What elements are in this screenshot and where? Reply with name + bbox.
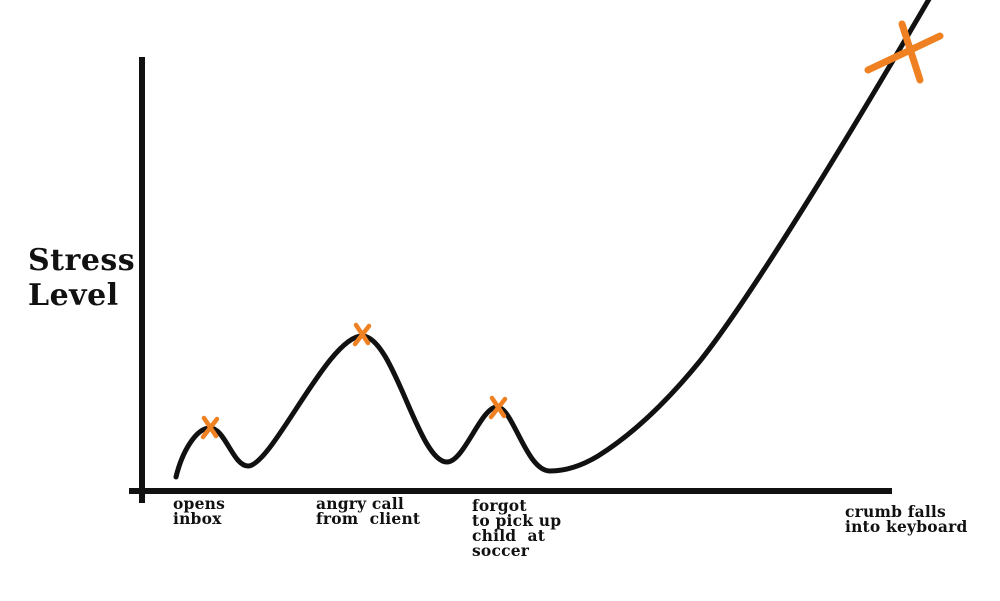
marker-forgot-child-x-icon [488,395,508,420]
stress-curve [173,0,932,480]
peak-markers-group [200,20,944,440]
x-axis-label-3: crumb falls into keyboard [845,502,968,536]
marker-angry-call-x-icon [352,322,372,347]
marker-crumb-keyboard-x-icon [864,20,944,84]
x-axis-label-1: angry call from client [316,494,421,528]
x-axis-label-2: forgot to pick up child at soccer [472,496,562,560]
x-axis-label-0: opens inbox [173,494,226,528]
y-axis-title: Stress Level [28,243,136,313]
marker-opens-inbox-x-icon [200,415,220,440]
